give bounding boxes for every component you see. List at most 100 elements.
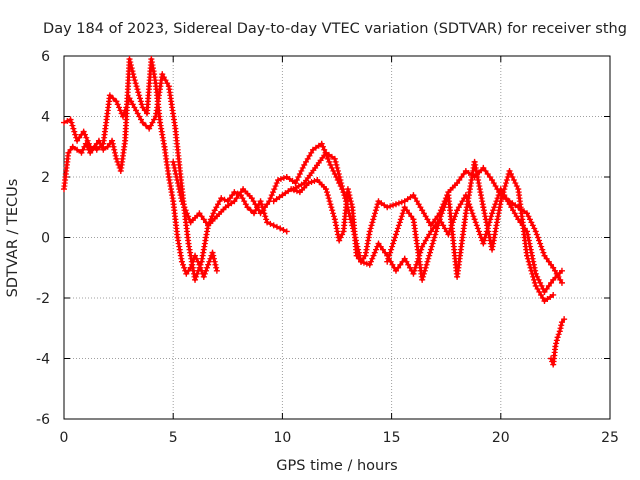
data-point-interp (387, 249, 394, 256)
data-point-interp (526, 216, 533, 223)
data-point-interp (422, 237, 429, 244)
data-point-interp (557, 276, 564, 283)
data-point-interp (193, 273, 200, 280)
data-point-interp (211, 215, 218, 222)
x-tick-label: 15 (383, 430, 401, 446)
x-tick-label: 20 (492, 430, 510, 446)
data-point-interp (197, 261, 204, 268)
data-point-interp (391, 237, 398, 244)
y-tick-label: 2 (41, 170, 50, 186)
data-point-interp (389, 261, 396, 268)
data-point-interp (182, 207, 189, 214)
series-trace-b (61, 71, 290, 283)
data-point-interp (396, 219, 403, 226)
data-point (275, 177, 282, 184)
data-point-interp (524, 255, 531, 262)
data-point-interp (374, 201, 381, 208)
data-point-interp (435, 219, 442, 226)
data-point-interp (70, 125, 77, 132)
data-point-interp (511, 210, 518, 217)
data-point-interp (540, 249, 547, 256)
data-point-interp (174, 177, 181, 184)
data-point-interp (458, 174, 465, 180)
data-point-interp (355, 249, 362, 256)
data-point-interp (280, 175, 287, 182)
data-point-interp (475, 228, 482, 235)
data-point-interp (439, 207, 446, 214)
data-point-interp (325, 195, 332, 202)
data-point (135, 89, 142, 96)
data-point (532, 228, 539, 235)
data-point-interp (394, 225, 401, 232)
data-point-interp (306, 152, 313, 159)
data-point-interp (548, 261, 555, 268)
data-point-interp (175, 183, 182, 190)
data-point-interp (455, 204, 462, 211)
data-point-interp (121, 110, 128, 117)
data-point-interp (212, 261, 219, 268)
data-point-interp (298, 167, 305, 174)
data-point-interp (539, 246, 546, 253)
data-point-interp (350, 225, 357, 232)
data-point-interp (472, 219, 479, 226)
data-point-interp (556, 270, 563, 277)
data-point-interp (259, 207, 266, 214)
data-point-interp (69, 122, 76, 129)
data-point-interp (334, 164, 341, 171)
data-point-interp (328, 164, 335, 171)
data-point (331, 216, 338, 223)
data-point-interp (246, 192, 253, 199)
data-point-interp (343, 201, 350, 208)
data-point-interp (201, 270, 208, 277)
data-point-interp (490, 207, 497, 214)
data-point-interp (109, 140, 116, 147)
data-point-interp (337, 234, 344, 241)
data-point-interp (137, 95, 144, 102)
data-point (392, 231, 399, 238)
data-point-interp (480, 207, 487, 214)
data-point-interp (206, 258, 213, 265)
data-point-interp (127, 62, 134, 69)
data-point-interp (482, 216, 489, 223)
data-point (67, 116, 74, 123)
data-point-interp (510, 177, 517, 184)
data-point-interp (67, 146, 74, 153)
data-point-interp (329, 207, 336, 214)
data-point-interp (129, 101, 136, 108)
data-point-interp (162, 77, 169, 84)
data-point-interp (123, 104, 130, 111)
data-point-interp (68, 119, 75, 126)
data-point (283, 228, 290, 235)
data-point-interp (267, 220, 274, 227)
data-point-interp (453, 210, 460, 217)
data-point-interp (280, 226, 287, 233)
data-point-interp (503, 180, 510, 187)
data-point-interp (363, 260, 370, 267)
data-point-interp (426, 252, 433, 259)
data-point-interp (193, 255, 200, 262)
data-point-interp (97, 143, 104, 150)
series-trace-g (548, 316, 568, 368)
data-point-interp (403, 258, 410, 265)
data-series (61, 56, 568, 368)
data-point-interp (270, 189, 277, 196)
data-point-interp (525, 258, 532, 265)
data-point-interp (342, 195, 349, 202)
data-point-interp (214, 201, 221, 208)
data-point-interp (473, 222, 480, 229)
data-point-interp (277, 176, 284, 183)
data-point-interp (478, 167, 485, 174)
data-point-interp (424, 258, 431, 265)
data-point-interp (332, 219, 339, 226)
data-point (251, 210, 258, 217)
data-point-interp (395, 200, 402, 207)
x-tick-label: 5 (169, 430, 178, 446)
data-point-interp (417, 204, 424, 211)
data-point-interp (273, 223, 280, 230)
data-point-interp (369, 255, 376, 262)
data-point-interp (348, 219, 355, 226)
data-point (100, 146, 107, 153)
data-point-interp (289, 178, 296, 185)
data-point-interp (90, 145, 97, 152)
data-point (113, 98, 120, 105)
